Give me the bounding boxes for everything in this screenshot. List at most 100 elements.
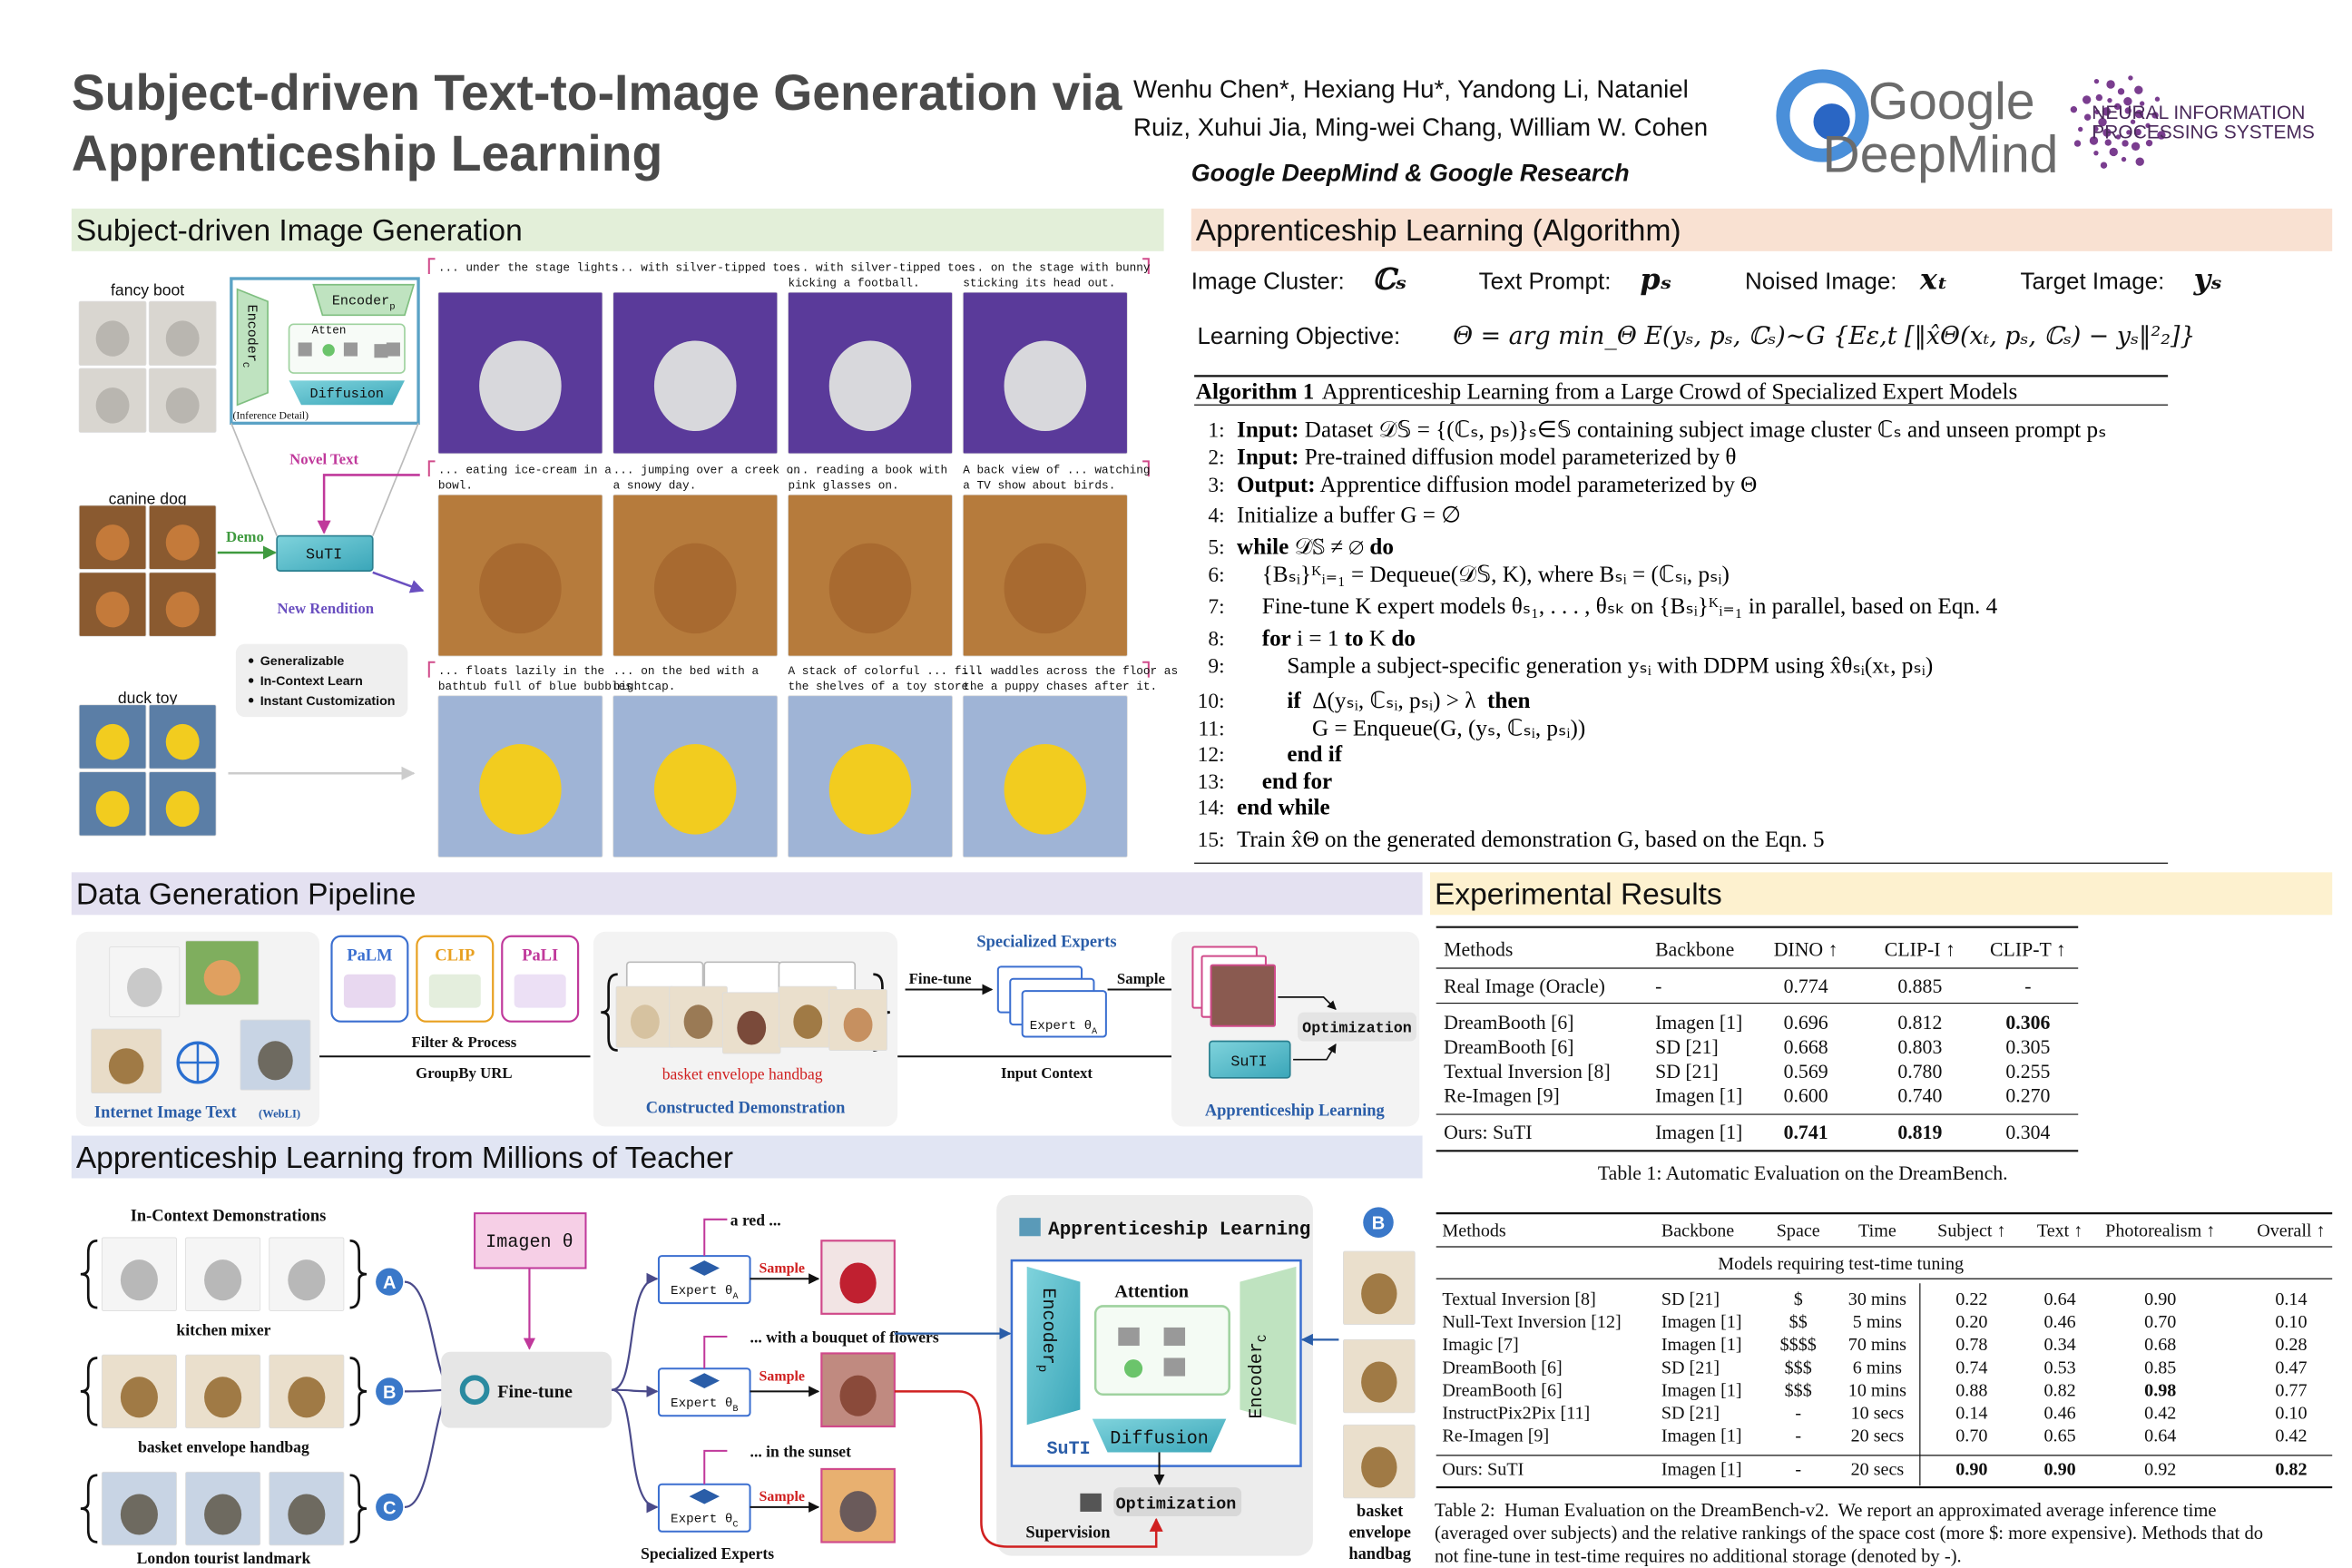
flow-label: Demo xyxy=(226,528,264,545)
photo-subject xyxy=(653,543,737,634)
table-cell: 0.885 xyxy=(1897,975,1942,997)
section-header-bar xyxy=(71,208,1164,251)
flow-label: Fine-tune xyxy=(497,1382,573,1402)
encoder-label: EncoderC xyxy=(1247,1335,1270,1419)
table-cell: 0.569 xyxy=(1784,1061,1828,1083)
arrow xyxy=(703,1335,728,1369)
cap-icon xyxy=(689,1260,720,1276)
label-subscript: C xyxy=(240,362,250,368)
notation-label: Image Cluster: xyxy=(1191,268,1345,295)
algorithm-segment: do xyxy=(1391,626,1416,651)
encoder-label: EncoderC xyxy=(240,305,260,368)
bullet xyxy=(248,698,254,703)
table-cell: $$$ xyxy=(1785,1357,1812,1377)
logo-dot xyxy=(2124,107,2132,114)
caption: pink glasses on. xyxy=(788,479,898,493)
bracket xyxy=(1142,258,1150,274)
logo-text: DeepMind xyxy=(1823,126,2059,184)
line-number: 1: xyxy=(1208,418,1224,442)
logo-dot xyxy=(2117,88,2125,95)
algorithm-line: for i = 1 to K do xyxy=(1262,626,1416,651)
logo-dot xyxy=(2126,130,2132,135)
flow-label: GroupBy URL xyxy=(416,1064,512,1082)
photo-subject xyxy=(165,387,200,424)
table-cell: 0.305 xyxy=(2005,1036,2050,1058)
objective-label: Learning Objective: xyxy=(1197,322,1400,349)
logo-dot xyxy=(2134,85,2143,94)
caption: bowl. xyxy=(438,479,473,493)
photo-subject xyxy=(288,1494,326,1535)
demo-subject: basket envelope handbag xyxy=(662,1064,823,1083)
line-number: 3: xyxy=(1208,474,1224,497)
table-cell: DreamBooth [6] xyxy=(1444,1012,1573,1034)
table-cell: 0.46 xyxy=(2044,1404,2076,1424)
table-header: Subject ↑ xyxy=(1937,1220,2005,1240)
photo-subject xyxy=(120,1259,158,1301)
objective-formula: Θ = arg min_Θ E(yₛ, pₛ, ℂₛ)∼G {Eε,t [‖x̂… xyxy=(1453,322,2195,350)
table-cell: 0.270 xyxy=(2005,1085,2050,1107)
badge-letter: B xyxy=(383,1383,397,1403)
label-text: Encoder xyxy=(1037,1288,1058,1365)
line-number: 14: xyxy=(1198,797,1225,820)
table-cell: Re-Imagen [9] xyxy=(1442,1426,1549,1446)
algorithm-segment: end if xyxy=(1287,742,1342,767)
table-cell: SD [21] xyxy=(1655,1036,1719,1058)
arrow xyxy=(1293,1044,1337,1061)
photo-subject xyxy=(828,340,912,432)
photo-subject xyxy=(165,320,200,357)
poster-title: Apprenticeship Learning xyxy=(72,125,663,181)
table-cell: 0.88 xyxy=(1955,1380,1987,1400)
label-subscript: B xyxy=(732,1404,738,1414)
table-cell: - xyxy=(1795,1404,1801,1424)
algorithm-segment: then xyxy=(1487,689,1530,713)
algorithm-segment: Train x̂Θ on the generated demonstration… xyxy=(1237,828,1824,852)
photo-subject xyxy=(165,723,200,760)
label-text: Encoder xyxy=(243,305,260,362)
table-cell: Imagen [1] xyxy=(1655,1012,1742,1034)
table-cell: - xyxy=(1795,1460,1801,1480)
table-cell: Imagen [1] xyxy=(1661,1426,1742,1446)
table-cell: 0.696 xyxy=(1784,1012,1828,1034)
logo-dot xyxy=(2093,126,2099,132)
table-cell: 0.306 xyxy=(2005,1012,2050,1034)
logo-text: NEURAL INFORMATION xyxy=(2092,103,2305,123)
logo-dot xyxy=(2128,75,2133,81)
table-cell: 0.82 xyxy=(2044,1380,2076,1400)
arrow xyxy=(703,1449,728,1485)
label-text: Expert θ xyxy=(671,1513,732,1527)
subject-label: basket envelope handbag xyxy=(138,1437,309,1455)
encoder-shape xyxy=(312,283,416,317)
photo-frame xyxy=(1210,964,1276,1027)
table-cell: 0.98 xyxy=(2144,1380,2176,1400)
bracket xyxy=(427,661,436,678)
photo-subject xyxy=(95,723,130,760)
photo-frame xyxy=(820,1467,896,1544)
panel-title: Apprenticeship Learning xyxy=(1048,1220,1310,1241)
label-text: Encoder xyxy=(1247,1342,1268,1419)
arrow xyxy=(894,1390,1163,1548)
table-cell: 70 mins xyxy=(1848,1335,1906,1355)
brace xyxy=(80,1474,98,1544)
logo-dot xyxy=(2113,103,2122,111)
table-caption: Table 2: Human Evaluation on the DreamBe… xyxy=(1435,1501,2217,1521)
cap-icon xyxy=(689,1488,720,1504)
algorithm-segment: do xyxy=(1369,535,1394,560)
table-cell: Imagen [1] xyxy=(1661,1460,1742,1480)
table-cell: 10 secs xyxy=(1851,1404,1905,1424)
arrow xyxy=(372,571,425,593)
arrow xyxy=(611,1385,659,1397)
table-cell: $$$ xyxy=(1785,1380,1812,1400)
optimization-label: Optimization xyxy=(1116,1495,1237,1514)
bracket xyxy=(1142,661,1150,678)
algorithm-line: {Bₛᵢ}ᴷᵢ₌₁ = Dequeue(𝒟𝕊, K), where Bₛᵢ = … xyxy=(1262,563,1730,587)
algorithm-segment: {Bₛᵢ}ᴷᵢ₌₁ = Dequeue(𝒟𝕊, K), where Bₛᵢ = … xyxy=(1262,563,1730,587)
brace xyxy=(349,1239,368,1309)
subject-label: duck toy xyxy=(118,689,178,707)
diffusion-label: Diffusion xyxy=(310,386,384,402)
logo-dot xyxy=(2100,162,2108,169)
logo-dot xyxy=(2089,136,2099,145)
table-cell: 30 mins xyxy=(1848,1289,1906,1309)
logo-dot xyxy=(2093,78,2100,84)
section-header-bar xyxy=(71,1135,1423,1179)
photo-subject xyxy=(204,1377,242,1418)
